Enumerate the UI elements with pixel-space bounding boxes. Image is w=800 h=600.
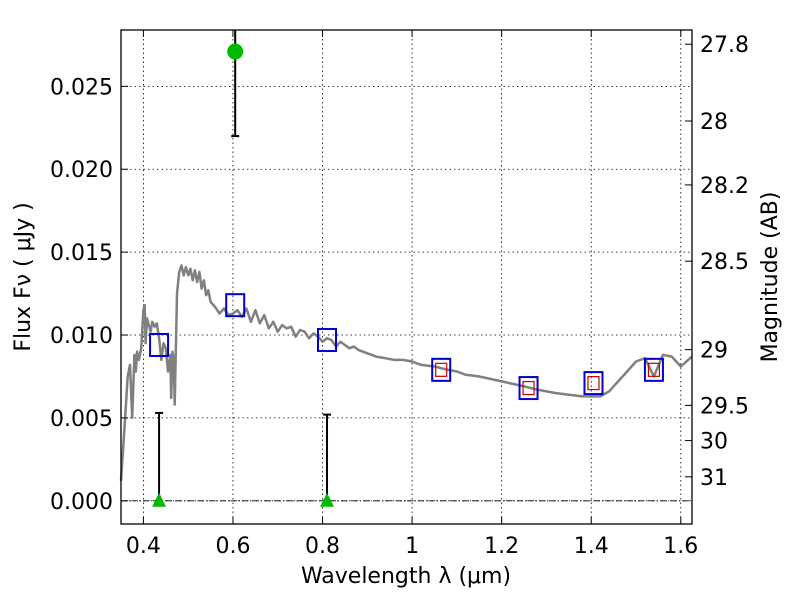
- y-tick-label: 0.010: [50, 324, 113, 349]
- model-photometry-marker: [149, 332, 170, 357]
- observed-photometry-marker: [522, 380, 535, 396]
- upper-limit-marker: [152, 492, 167, 507]
- x-axis-label: Wavelength λ (μm): [301, 564, 511, 589]
- observed-photometry-marker: [435, 362, 448, 377]
- y2-tick-label: 29: [700, 339, 728, 364]
- model-photometry-marker: [518, 376, 539, 401]
- model-photometry-marker: [225, 293, 246, 318]
- y2-tick-label: 31: [700, 466, 728, 491]
- y-tick-label: 0.000: [50, 490, 113, 515]
- y2-axis-label: Magnitude (AB): [758, 192, 783, 363]
- x-tick-label: 1.6: [663, 534, 698, 559]
- detection-marker: [227, 43, 244, 60]
- x-tick-label: 1.2: [484, 534, 519, 559]
- x-tick-label: 0.6: [215, 534, 250, 559]
- model-photometry-marker: [643, 357, 664, 382]
- y-tick-label: 0.020: [50, 158, 113, 183]
- y-axis-label: Flux Fν ( μJy ): [11, 202, 36, 351]
- y-tick-label: 0.005: [50, 407, 113, 432]
- model-photometry-marker: [317, 327, 338, 352]
- upper-limit-marker: [320, 492, 335, 507]
- x-tick-label: 1: [405, 534, 419, 559]
- observed-photometry-marker: [647, 362, 661, 377]
- y2-tick-label: 28: [700, 110, 728, 135]
- y2-tick-label: 30: [700, 430, 728, 455]
- data-marks: [149, 30, 664, 507]
- plot-frame: [120, 29, 693, 525]
- grid-lines: [121, 30, 692, 524]
- model-photometry-marker: [431, 357, 452, 382]
- y2-tick-label: 28.2: [700, 174, 749, 199]
- x-tick-label: 0.4: [126, 534, 161, 559]
- observed-photometry-marker: [587, 375, 600, 391]
- model-photometry-marker: [583, 371, 604, 396]
- y2-tick-label: 28.5: [700, 250, 749, 275]
- axis-ticks: 0.4 0.6 0.8 1 1.2 1.4 1.6 0.000 0.005 0.010 0.015 0…: [50, 30, 749, 559]
- x-tick-label: 0.8: [305, 534, 340, 559]
- y2-tick-label: 29.5: [700, 394, 749, 419]
- y-tick-label: 0.025: [50, 75, 113, 100]
- y2-tick-label: 27.8: [700, 33, 749, 58]
- y-tick-label: 0.015: [50, 241, 113, 266]
- x-tick-label: 1.4: [574, 534, 609, 559]
- model-spectrum-line: [119, 264, 693, 481]
